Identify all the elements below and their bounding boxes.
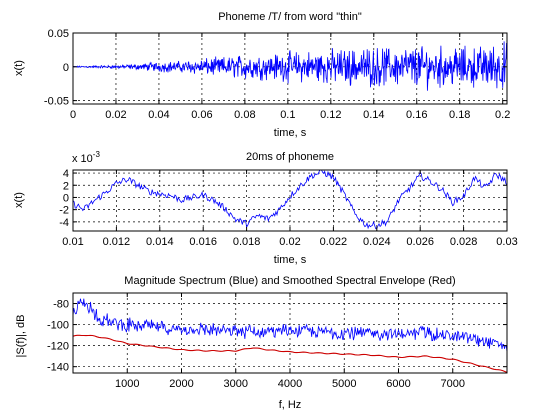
x-tick-label: 0.16: [406, 109, 427, 121]
y-tick-label: 0: [63, 62, 69, 74]
y-tick-label: -120: [47, 341, 69, 353]
x-tick-label: 0.028: [450, 236, 478, 248]
y-tick-label: -100: [47, 320, 69, 332]
y-tick-label: 0.05: [48, 28, 69, 40]
x-tick-label: 0.18: [449, 109, 470, 121]
y-tick-label: 2: [63, 180, 69, 192]
y-tick-label: -4: [59, 217, 69, 229]
x-tick-label: 0.04: [148, 109, 169, 121]
chart-title: Phoneme /T/ from word "thin": [218, 11, 362, 23]
panel-spectrum: Magnitude Spectrum (Blue) and Smoothed S…: [15, 275, 508, 411]
y-tick-label: -140: [47, 362, 69, 374]
x-tick-label: 0.14: [363, 109, 384, 121]
chart-title: Magnitude Spectrum (Blue) and Smoothed S…: [124, 275, 455, 287]
x-axis-label: time, s: [274, 127, 307, 139]
x-tick-label: 0.022: [320, 236, 348, 248]
y-exponent: -3: [93, 150, 101, 159]
y-tick-label: -0.05: [44, 96, 69, 108]
x-tick-label: 0.014: [146, 236, 174, 248]
x-tick-label: 0.1: [280, 109, 295, 121]
x-tick-label: 7000: [441, 378, 465, 390]
series-line-1: [73, 334, 507, 373]
y-exponent-label: x 10-3: [72, 150, 100, 165]
x-tick-label: 0.02: [279, 236, 300, 248]
x-tick-label: 0: [70, 109, 76, 121]
y-axis-label: x(t): [13, 60, 25, 76]
series-line-0: [73, 170, 507, 230]
x-tick-label: 0.06: [191, 109, 212, 121]
x-tick-label: 0.2: [495, 109, 510, 121]
y-tick-label: -2: [59, 205, 69, 217]
y-tick-label: -80: [53, 299, 69, 311]
x-tick-label: 6000: [386, 378, 410, 390]
x-axis-label: time, s: [274, 254, 307, 266]
series-line-0: [73, 41, 507, 91]
plot-frame: [72, 32, 508, 105]
y-tick-label: 0: [63, 192, 69, 204]
y-axis-label: x(t): [13, 192, 25, 208]
x-axis-label: f, Hz: [279, 399, 302, 411]
x-tick-label: 2000: [169, 378, 193, 390]
x-tick-label: 0.016: [189, 236, 217, 248]
x-tick-label: 0.018: [233, 236, 261, 248]
x-tick-label: 0.026: [406, 236, 434, 248]
panel-waveform: Phoneme /T/ from word "thin" time, s x(t…: [13, 11, 510, 139]
x-tick-label: 5000: [332, 378, 356, 390]
x-tick-label: 0.01: [62, 236, 83, 248]
x-tick-label: 0.012: [103, 236, 131, 248]
y-tick-label: 4: [63, 168, 69, 180]
x-tick-label: 1000: [115, 378, 139, 390]
x-tick-label: 3000: [224, 378, 248, 390]
x-tick-label: 0.024: [363, 236, 391, 248]
x-tick-label: 0.12: [320, 109, 341, 121]
series-line-0: [73, 298, 507, 352]
panel-zoomed-waveform: 20ms of phoneme time, s x(t) x 10-3 0.01…: [13, 150, 518, 266]
x-tick-label: 0.08: [234, 109, 255, 121]
chart-title: 20ms of phoneme: [246, 151, 334, 163]
y-axis-label: |S(f)|, dB: [15, 314, 27, 357]
x-tick-label: 0.03: [496, 236, 517, 248]
x-tick-label: 0.02: [105, 109, 126, 121]
x-tick-label: 4000: [278, 378, 302, 390]
